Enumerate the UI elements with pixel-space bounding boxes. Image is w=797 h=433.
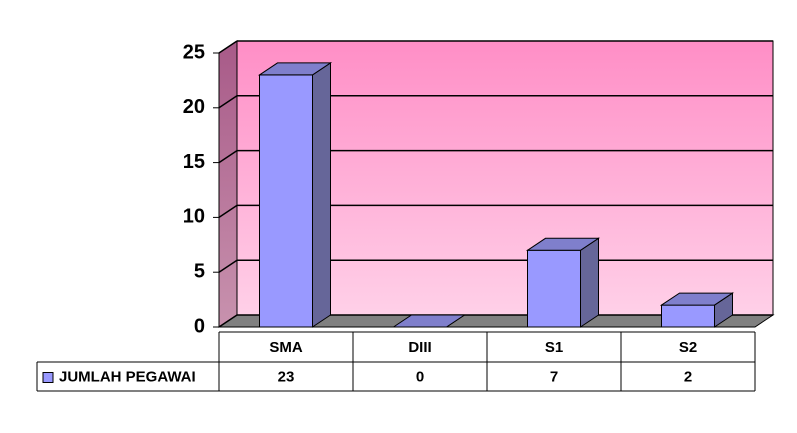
value-label: 2 <box>684 368 692 385</box>
value-label: 23 <box>278 368 295 385</box>
x-tick-label: SMA <box>269 339 303 356</box>
x-tick-label: DIII <box>408 339 431 356</box>
grid-line <box>218 259 238 273</box>
grid-line <box>218 204 238 219</box>
y-tick-label: 20 <box>183 96 205 118</box>
bar-side <box>580 237 599 328</box>
grid-line <box>218 40 238 54</box>
bar-top <box>257 62 333 76</box>
value-label: 0 <box>416 368 424 385</box>
grid-line <box>218 149 238 164</box>
x-tick-label: S1 <box>545 339 563 356</box>
y-tick-label: 25 <box>183 41 205 63</box>
legend-label: JUMLAH PEGAWAI <box>59 368 196 385</box>
y-tick-label: 10 <box>183 206 205 228</box>
bar <box>527 249 581 328</box>
value-label: 7 <box>550 368 558 385</box>
y-tick-label: 15 <box>183 151 205 173</box>
grid-line <box>218 314 238 328</box>
x-tick-label: S2 <box>679 339 697 356</box>
bar-side <box>312 61 331 328</box>
y-tick-label: 5 <box>194 260 205 282</box>
y-tick-label: 0 <box>194 315 205 337</box>
grid-line <box>218 95 238 109</box>
bar <box>661 304 715 328</box>
bar-top <box>391 314 467 328</box>
plot-area: 0 5 10 15 20 25 <box>183 40 775 337</box>
bar-top <box>525 237 601 251</box>
legend-key <box>42 372 54 383</box>
side-wall <box>218 40 238 328</box>
bar <box>259 74 313 328</box>
bar-top <box>659 292 735 306</box>
data-table: SMA DIII S1 S2 JUMLAH PEGAWAI 23 0 7 2 <box>36 331 756 392</box>
